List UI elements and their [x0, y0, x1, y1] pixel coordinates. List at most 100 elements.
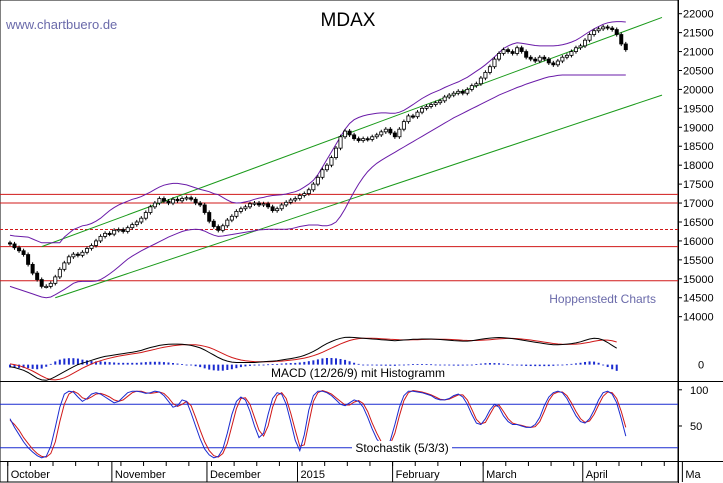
candle-body — [302, 193, 307, 196]
candle-body — [333, 147, 338, 158]
macd-histogram-bar — [280, 363, 283, 365]
macd-histogram-bar — [389, 364, 392, 366]
macd-histogram-bar — [271, 364, 274, 365]
macd-histogram-bar — [538, 364, 541, 367]
candle-body — [578, 45, 583, 49]
candle-body — [184, 197, 189, 200]
candle-body — [537, 56, 542, 62]
candle-body — [17, 247, 22, 252]
macd-histogram-bar — [407, 364, 410, 366]
macd-histogram-bar — [176, 363, 179, 365]
macd-histogram-bar — [353, 362, 356, 365]
macd-histogram-bar — [470, 364, 473, 366]
macd-histogram-bar — [235, 364, 238, 369]
candle-body — [542, 56, 547, 60]
candle-body — [406, 115, 411, 123]
candle-body — [48, 282, 53, 287]
candle-body — [564, 54, 569, 58]
candle-body — [569, 51, 574, 56]
lower-band-line — [9, 74, 626, 299]
candle-body — [329, 157, 334, 166]
candle-body — [515, 47, 520, 54]
month-label: April — [586, 469, 608, 481]
macd-tick-label: 0 — [698, 360, 704, 372]
candle-body — [433, 102, 438, 105]
macd-histogram-bar — [113, 362, 116, 365]
month-label: October — [11, 469, 50, 481]
candle-body — [103, 232, 108, 237]
stoch-title-bg — [352, 441, 452, 455]
macd-histogram-bar — [488, 363, 491, 365]
macd-histogram-bar — [135, 362, 138, 365]
macd-histogram-bar — [239, 364, 242, 368]
macd-histogram-bar — [104, 361, 107, 365]
credit-label: Hoppenstedt Charts — [549, 292, 656, 306]
candle-body — [392, 132, 397, 138]
candle-body — [293, 198, 298, 201]
macd-histogram-bar — [561, 364, 564, 366]
macd-histogram-bar — [117, 362, 120, 365]
candle-body — [30, 264, 35, 274]
macd-histogram-bar — [398, 364, 401, 366]
macd-histogram-bar — [298, 362, 301, 365]
macd-histogram-bar — [448, 364, 451, 366]
macd-histogram-bar — [72, 358, 75, 365]
macd-histogram-bar — [108, 362, 111, 365]
candle-body — [614, 29, 619, 35]
candle-body — [234, 210, 239, 217]
upper-band-line — [9, 21, 626, 244]
macd-histogram-bar — [144, 362, 147, 365]
candle-body — [75, 253, 80, 256]
candle-body — [284, 201, 289, 206]
macd-histogram-bar — [484, 363, 487, 365]
month-label: March — [486, 469, 517, 481]
candle-body — [175, 198, 180, 202]
macd-histogram-bar — [76, 358, 79, 365]
y-tick-label: 17000 — [683, 198, 714, 210]
macd-histogram-bar — [67, 358, 70, 365]
candle-body — [410, 115, 415, 118]
trend-line — [55, 94, 663, 299]
candle-body — [460, 90, 465, 94]
candle-body — [266, 203, 271, 208]
candle-body — [483, 71, 488, 79]
macd-histogram-bar — [593, 361, 596, 365]
macd-histogram-bar — [212, 364, 215, 371]
candle-body — [551, 62, 556, 66]
macd-histogram-bar — [162, 362, 165, 365]
trend-line — [41, 16, 663, 248]
macd-histogram-bar — [543, 364, 546, 367]
candle-body — [107, 232, 112, 235]
macd-histogram-bar — [316, 359, 319, 365]
candle-body — [605, 26, 610, 29]
macd-histogram-bar — [597, 362, 600, 365]
candle-body — [193, 198, 198, 204]
macd-histogram-bar — [63, 358, 66, 365]
candle-body — [134, 221, 139, 226]
candle-body — [143, 212, 148, 219]
macd-histogram-bar — [511, 364, 514, 366]
stochastic-tick-label: 50 — [690, 421, 702, 433]
macd-histogram-bar — [99, 361, 102, 365]
candle-body — [365, 138, 370, 141]
y-tick-label: 21000 — [683, 47, 714, 59]
candle-body — [401, 121, 406, 130]
macd-histogram-bar — [312, 360, 315, 365]
macd-histogram-bar — [262, 364, 265, 366]
candle-body — [510, 51, 515, 54]
y-tick-label: 17500 — [683, 179, 714, 191]
macd-histogram-bar — [534, 364, 537, 367]
candle-body — [324, 164, 329, 171]
macd-histogram-bar — [552, 364, 555, 366]
y-tick-label: 14000 — [683, 312, 714, 324]
candle-body — [180, 198, 185, 202]
macd-histogram-bar — [529, 364, 532, 367]
macd-histogram-bar — [276, 363, 279, 365]
axes: 14000 14500 15000 15500 16000 16500 17000 17500… — [7, 9, 714, 482]
macd-histogram-bar — [325, 357, 328, 365]
candle-body — [397, 128, 402, 138]
candle-body — [116, 229, 121, 232]
candle-body — [306, 189, 311, 194]
candle-body — [202, 204, 207, 213]
y-tick-label: 15000 — [683, 274, 714, 286]
